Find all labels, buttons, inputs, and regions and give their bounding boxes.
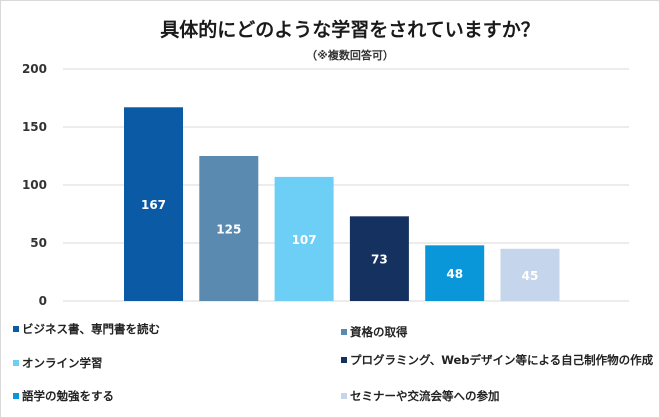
legend-label: プログラミング、Webデザイン等による自己制作物の作成 (350, 353, 654, 367)
legend-item: プログラミング、Webデザイン等による自己制作物の作成 (341, 352, 653, 368)
bar (124, 107, 183, 301)
legend-swatch (13, 360, 19, 366)
legend-swatch (341, 357, 347, 363)
y-tick-label: 200 (22, 62, 47, 76)
bar (274, 176, 334, 301)
chart-subtitle: （※複数回答可） (306, 49, 394, 62)
data-label: 107 (292, 233, 317, 247)
legend-item: セミナーや交流会等への参加 (341, 388, 500, 404)
data-label: 167 (141, 198, 166, 212)
y-tick-label: 150 (22, 120, 47, 134)
legend-label: セミナーや交流会等への参加 (350, 389, 500, 403)
bar (425, 245, 485, 301)
data-label: 73 (371, 253, 388, 267)
bar (349, 216, 409, 301)
legend-label: ビジネス書、専門書を読む (22, 322, 160, 336)
data-label: 48 (446, 267, 463, 281)
legend-label: オンライン学習 (22, 356, 103, 370)
data-label: 45 (522, 269, 539, 283)
legend-item: 資格の取得 (341, 324, 408, 340)
y-tick-label: 100 (22, 178, 47, 192)
y-tick-label: 0 (39, 294, 47, 308)
legend-swatch (13, 393, 19, 399)
chart-title: 具体的にどのような学習をされていますか？ (160, 19, 540, 41)
bar (500, 248, 560, 301)
legend-label: 資格の取得 (350, 325, 408, 339)
legend-swatch (341, 329, 347, 335)
legend-item: 語学の勉強をする (13, 388, 114, 404)
y-tick-label: 50 (30, 236, 47, 250)
legend-item: ビジネス書、専門書を読む (13, 321, 160, 337)
legend-swatch (341, 393, 347, 399)
bar (199, 156, 259, 301)
legend-swatch (13, 326, 19, 332)
legend-item: オンライン学習 (13, 355, 103, 371)
data-label: 125 (216, 223, 241, 237)
legend-label: 語学の勉強をする (22, 389, 114, 403)
